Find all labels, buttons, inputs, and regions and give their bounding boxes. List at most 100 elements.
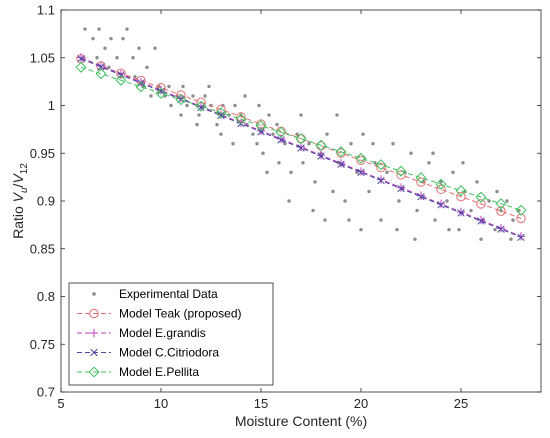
data-point: [451, 170, 455, 175]
model-e-grandis-line: [80, 57, 522, 237]
model-teak-proposed-marker: [476, 199, 486, 209]
data-point: [427, 161, 431, 165]
data-point: [313, 180, 317, 184]
ticks-layer: 5 10 15 20 25 0.7 0.75 0.8 0.85 0.9 0.95 1 1.05 1.1: [30, 3, 541, 411]
x-tick-label: 25: [454, 396, 468, 411]
data-point: [307, 142, 311, 146]
y-axis-label: Ratio Vu/V12: [10, 163, 30, 239]
data-point: [271, 132, 275, 136]
data-point: [153, 46, 157, 50]
model-c-citriodora-line: [80, 58, 522, 238]
y-tick-label: 0.8: [37, 289, 55, 304]
y-tick-label: 0.85: [30, 241, 55, 256]
y-tick-label: 0.75: [30, 337, 55, 352]
legend: Experimental Data Model Teak (proposed) Mo…: [68, 282, 274, 386]
data-point: [181, 84, 185, 89]
model-c-citriodora-marker: [157, 87, 165, 95]
legend-entry-model-teak-proposed: Model Teak (proposed): [77, 307, 242, 321]
legend-entry-model-c-citriodora: Model C.Citriodora: [77, 346, 219, 360]
model-teak-proposed-marker: [516, 213, 526, 224]
x-tick-label: 20: [354, 396, 368, 411]
model-e-grandis-marker: [456, 207, 466, 217]
data-point: [203, 94, 207, 98]
y-axis-label-v1: V: [10, 191, 26, 202]
data-point: [347, 218, 351, 222]
model-e-grandis-marker: [396, 183, 406, 192]
model-e-pellita-marker: [515, 204, 527, 216]
model-c-citriodora-marker: [77, 54, 85, 63]
model-e-pellita-marker: [175, 94, 187, 106]
model-teak-proposed-marker: [436, 184, 446, 195]
model-e-pellita-marker: [155, 87, 167, 99]
data-point: [261, 151, 265, 155]
data-point: [371, 142, 375, 146]
model-e-pellita-marker: [275, 126, 287, 138]
data-point: [413, 237, 417, 241]
legend-box: [68, 282, 274, 386]
data-point: [179, 113, 183, 117]
series-model-e-pellita: [75, 61, 527, 216]
data-point: [97, 27, 101, 31]
data-point: [277, 161, 281, 165]
model-e-grandis-marker: [196, 102, 206, 111]
model-c-citriodora-marker: [497, 225, 505, 233]
legend-label: Experimental Data: [119, 287, 218, 301]
model-e-pellita-marker: [115, 74, 127, 86]
data-point: [103, 46, 107, 50]
data-point: [95, 56, 99, 60]
model-e-pellita-marker: [95, 68, 107, 80]
data-point: [331, 189, 335, 194]
data-point: [83, 27, 87, 31]
model-c-citriodora-marker: [457, 209, 465, 217]
legend-entry-model-e-grandis: Model E.grandis: [77, 326, 206, 340]
y-tick-label: 1.05: [30, 50, 55, 65]
data-point: [131, 56, 135, 60]
model-c-citriodora-marker: [437, 201, 445, 209]
model-c-citriodora-marker: [317, 152, 325, 160]
legend-label: Model Teak (proposed): [119, 307, 242, 321]
model-e-pellita-line: [80, 66, 522, 211]
data-point: [447, 227, 451, 232]
model-teak-proposed-marker: [496, 206, 506, 216]
model-c-citriodora-marker: [397, 184, 405, 193]
data-point: [257, 103, 261, 108]
model-e-grandis-marker: [516, 232, 526, 241]
data-point: [431, 151, 435, 155]
data-point: [215, 122, 219, 127]
legend-label: Model C.Citriodora: [119, 346, 219, 360]
y-tick-label: 1: [48, 98, 55, 113]
series-model-c-citriodora: [77, 54, 525, 242]
y-tick-label: 0.9: [37, 194, 55, 209]
data-point: [295, 132, 299, 136]
series-layer: [75, 27, 527, 242]
model-c-citriodora-marker: [337, 160, 345, 168]
model-teak-proposed-line: [80, 58, 522, 219]
data-point: [415, 208, 419, 213]
model-e-pellita-marker: [335, 146, 347, 158]
x-axis-label: Moisture Content (%): [235, 413, 367, 429]
data-point: [479, 237, 483, 241]
data-point: [137, 46, 141, 50]
model-e-pellita-marker: [235, 113, 247, 125]
model-teak-proposed-marker: [396, 170, 406, 180]
data-point: [299, 113, 303, 117]
data-point: [191, 94, 195, 98]
model-e-pellita-marker: [315, 139, 327, 151]
data-point: [495, 189, 499, 194]
y-axis-label-slash: /: [10, 183, 26, 187]
data-point: [169, 103, 173, 108]
data-point: [499, 208, 503, 213]
data-point: [457, 227, 461, 232]
data-point: [125, 27, 129, 31]
y-axis-label-v2: V: [10, 173, 26, 184]
model-c-citriodora-marker: [377, 176, 385, 185]
legend-label: Model E.grandis: [119, 326, 206, 340]
data-point: [335, 113, 339, 117]
model-e-pellita-marker: [395, 165, 407, 177]
model-teak-proposed-marker: [376, 162, 386, 173]
data-point: [469, 208, 473, 213]
model-e-pellita-marker: [375, 159, 387, 171]
y-tick-label: 0.7: [37, 385, 55, 400]
data-point: [121, 36, 125, 41]
